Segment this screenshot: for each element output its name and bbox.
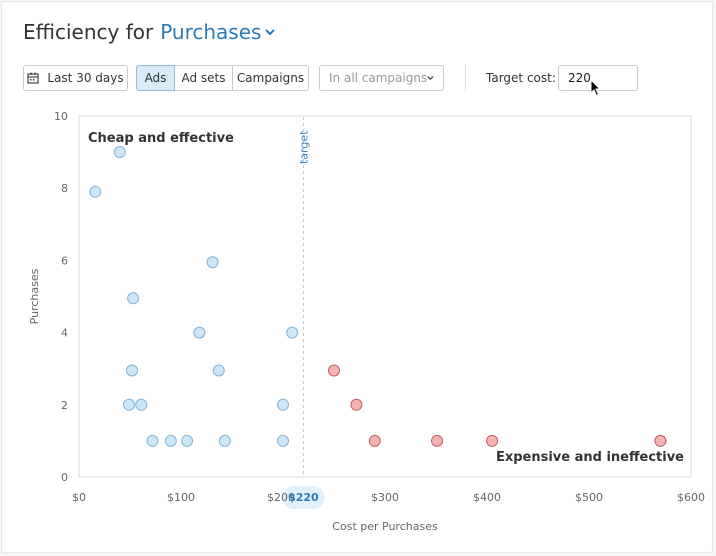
tab-ads[interactable]: Ads [136, 65, 175, 91]
data-point-inefficient [328, 364, 340, 377]
x-tick-label: $400 [473, 491, 501, 504]
data-point-inefficient [350, 398, 363, 411]
plot-area [78, 115, 692, 478]
x-tick-label: $300 [371, 491, 399, 504]
data-point-efficient [212, 364, 225, 377]
y-tick-label: 6 [61, 254, 68, 267]
data-point-efficient [218, 434, 231, 447]
data-point-inefficient [431, 434, 444, 447]
chevron-down-icon [427, 76, 434, 80]
campaign-select-value: In all campaigns [329, 71, 428, 85]
page-title: Efficiency for Purchases [23, 18, 276, 46]
campaign-select[interactable]: In all campaigns [319, 65, 444, 91]
data-point-efficient [113, 146, 126, 159]
toolbar-divider [465, 65, 466, 91]
y-axis-title: Purchases [28, 268, 41, 324]
x-tick-label: $100 [167, 491, 195, 504]
data-point-efficient [127, 292, 140, 305]
y-tick-label: 10 [54, 110, 68, 123]
title-prefix: Efficiency for [23, 20, 154, 44]
data-point-efficient [146, 434, 159, 447]
y-tick-label: 4 [61, 327, 68, 340]
x-axis-title: Cost per Purchases [332, 520, 438, 533]
data-point-efficient [122, 398, 135, 411]
date-range-button[interactable]: Last 30 days [23, 65, 128, 91]
quadrant-label-cheap: Cheap and effective [88, 131, 234, 146]
target-cost-label: Target cost: [486, 71, 556, 85]
x-tick-label: $200 [267, 491, 295, 504]
data-point-efficient [277, 398, 289, 411]
data-point-efficient [193, 326, 206, 339]
target-line-label: target [297, 130, 310, 164]
data-point-efficient [181, 434, 194, 447]
data-point-efficient [164, 434, 177, 447]
date-range-label: Last 30 days [47, 71, 124, 85]
x-tick-label: $500 [575, 491, 603, 504]
mouse-cursor-icon [590, 79, 602, 97]
data-point-efficient [277, 434, 289, 447]
metric-selector[interactable]: Purchases [160, 20, 276, 44]
metric-name: Purchases [160, 20, 262, 44]
data-point-inefficient [368, 434, 381, 447]
y-tick-label: 0 [61, 471, 68, 484]
tab-ad-sets[interactable]: Ad sets [175, 65, 233, 91]
data-point-inefficient [486, 434, 499, 447]
data-point-efficient [126, 364, 139, 377]
data-point-efficient [135, 398, 148, 411]
data-point-efficient [286, 326, 299, 339]
data-point-efficient [206, 256, 219, 269]
data-point-efficient [89, 185, 102, 198]
y-tick-label: 2 [61, 399, 68, 412]
y-tick-label: 8 [61, 182, 68, 195]
x-tick-label: $0 [72, 491, 86, 504]
chevron-down-icon [265, 28, 276, 35]
calendar-icon [27, 72, 39, 84]
data-point-inefficient [654, 434, 667, 447]
quadrant-label-expensive: Expensive and ineffective [496, 450, 684, 465]
tab-campaigns[interactable]: Campaigns [233, 65, 309, 91]
x-tick-label: $600 [677, 491, 705, 504]
target-tick-highlight [282, 486, 325, 509]
target-tick-label: $220 [288, 491, 319, 504]
